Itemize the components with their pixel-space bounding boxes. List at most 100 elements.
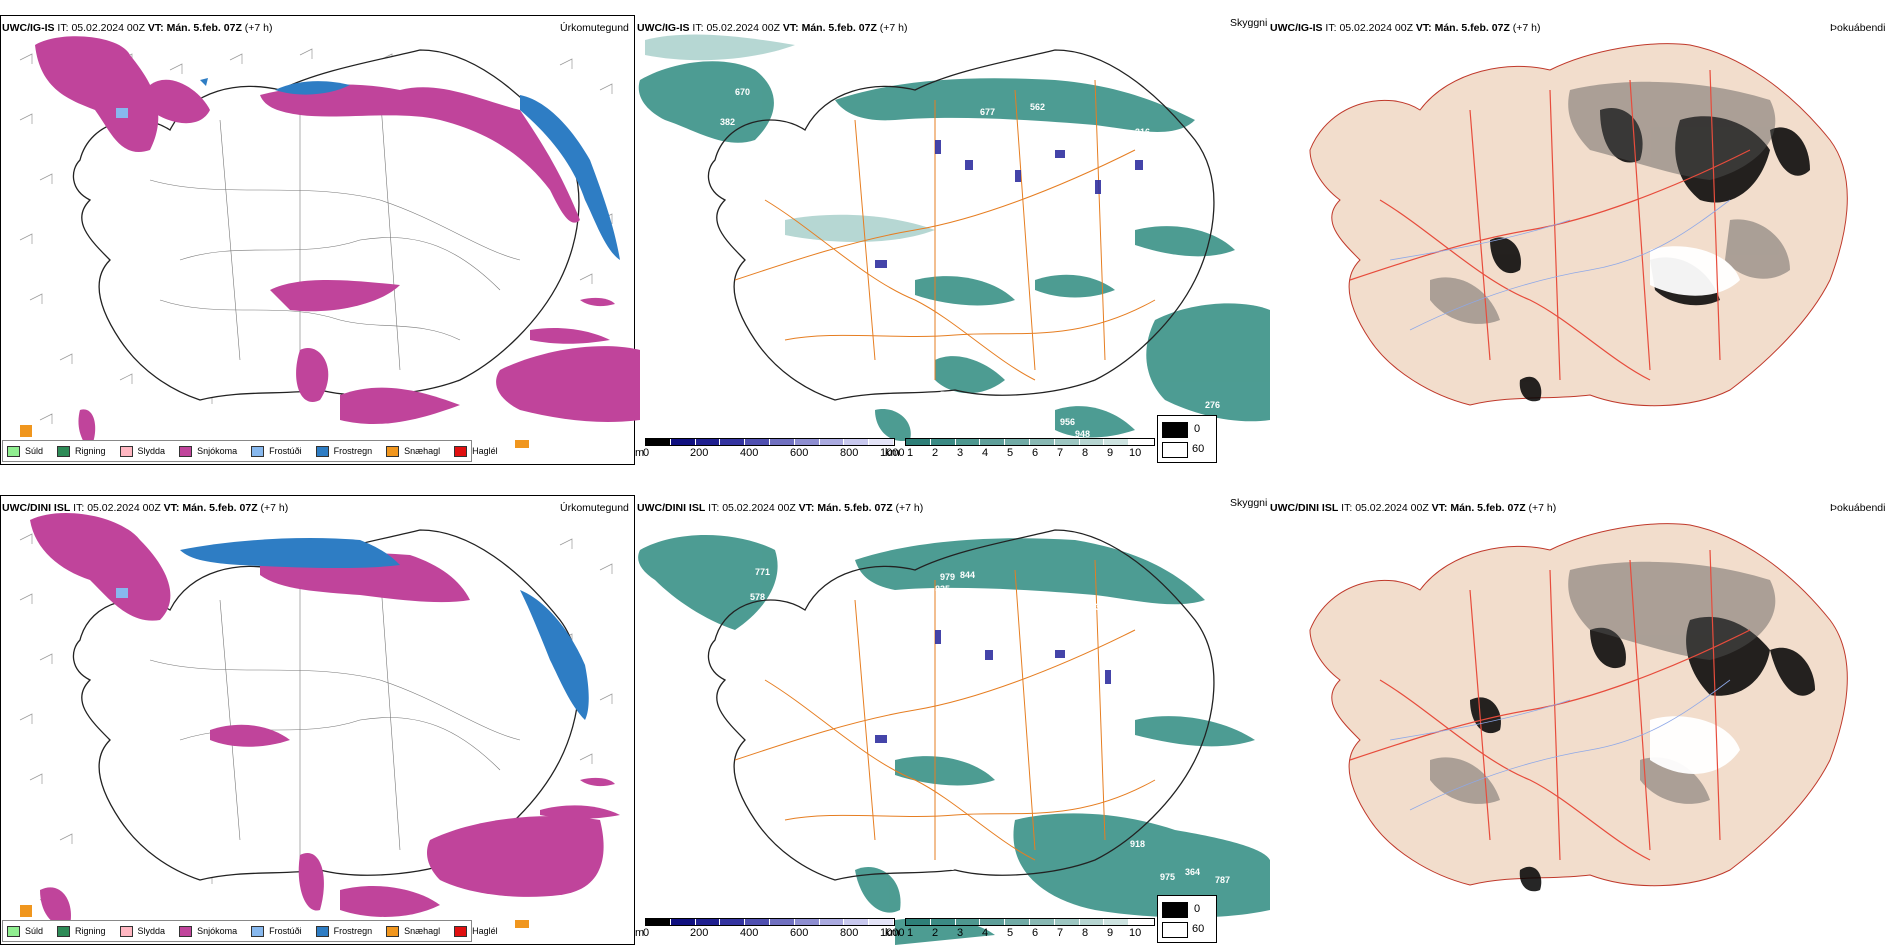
svg-text:835: 835 (935, 584, 950, 594)
svg-text:687: 687 (1030, 120, 1045, 130)
svg-text:207: 207 (1052, 130, 1067, 140)
vis-colorbar-tick: 2 (932, 927, 939, 939)
visibility-colorbar (905, 918, 1155, 926)
svg-text:02: 02 (995, 170, 1005, 180)
legend-item-haglel: Haglél (454, 445, 498, 457)
cloud-map-row1: UWC/IG-IS IT: 05.02.2024 00Z VT: Mán. 5.… (635, 0, 1270, 470)
svg-text:877: 877 (1035, 412, 1050, 422)
vis-colorbar-tick: 2 (932, 447, 939, 459)
svg-text:606: 606 (740, 147, 755, 157)
panel-title-row1-fog: UWC/IG-IS IT: 05.02.2024 00Z VT: Mán. 5.… (1270, 22, 1541, 34)
vis-colorbar-tick: 6 (1032, 447, 1039, 459)
svg-text:366: 366 (965, 137, 980, 147)
svg-text:677: 677 (980, 107, 995, 117)
svg-text:527: 527 (995, 120, 1010, 130)
cloud-colorbar-tick: 600 (790, 447, 809, 459)
legend-item-rigning: Rigning (57, 445, 106, 457)
vis-colorbar-tick: 8 (1082, 927, 1089, 939)
cloud-map-graphic: 670 382 606 562 677 527 687 207 408 324 … (638, 34, 1270, 441)
vis-colorbar-tick: 5 (1007, 447, 1014, 459)
cloud-colorbar-unit: m (635, 927, 645, 939)
vis-colorbar-tick: 9 (1107, 447, 1114, 459)
fog-title: Þokuábendi (1830, 22, 1886, 34)
fog-title: Þokuábendi (1830, 502, 1886, 514)
svg-text:316: 316 (1135, 127, 1150, 137)
vis-colorbar-tick: 6 (1032, 927, 1039, 939)
fog-legend-label-high: 0 (1194, 903, 1201, 915)
svg-text:356: 356 (1035, 144, 1050, 154)
svg-text:207: 207 (1130, 632, 1145, 642)
cloud-map-row2: UWC/DINI ISL IT: 05.02.2024 00Z VT: Mán.… (635, 480, 1270, 950)
svg-text:363: 363 (1125, 602, 1140, 612)
cloud-base-colorbar (645, 918, 895, 926)
svg-text:316: 316 (965, 642, 980, 652)
svg-text:324: 324 (1105, 130, 1120, 140)
vis-colorbar-tick: 1 (907, 927, 914, 939)
precip-map-row2: UWC/DINI ISL IT: 05.02.2024 00Z VT: Mán.… (0, 480, 640, 950)
cloud-colorbar-tick: 0 (643, 447, 650, 459)
fog-legend-label-high: 0 (1194, 423, 1201, 435)
skyggni-title: Skyggni (1230, 17, 1268, 29)
legend-item-snaehagl: Snæhagl (386, 925, 440, 937)
svg-text:372: 372 (1095, 602, 1110, 612)
legend-item-frostudi: Frostúði (251, 925, 302, 937)
fog-map-graphic (1309, 43, 1848, 407)
svg-text:368: 368 (1155, 140, 1170, 150)
fog-legend-box: 0 60 (1157, 895, 1217, 943)
cloud-colorbar-tick: 200 (690, 447, 709, 459)
panel-title-row2-fog: UWC/DINI ISL IT: 05.02.2024 00Z VT: Mán.… (1270, 502, 1557, 514)
legend-item-slydda: Slydda (119, 445, 165, 457)
model-name: UWC/IG-IS (2, 22, 55, 34)
svg-text:670: 670 (735, 87, 750, 97)
fog-legend-label-low: 60 (1192, 443, 1205, 455)
panel-title-row2-precip: UWC/DINI ISL IT: 05.02.2024 00Z VT: Mán.… (2, 502, 289, 514)
svg-text:408: 408 (1080, 127, 1095, 137)
fog-legend-swatch-dark (1162, 902, 1188, 918)
legend-item-sudld: Súld (7, 445, 43, 457)
vis-colorbar-tick: 4 (982, 447, 989, 459)
visibility-colorbar (905, 438, 1155, 446)
cloud-colorbar-tick: 0 (643, 927, 650, 939)
svg-text:980: 980 (903, 900, 918, 910)
svg-text:956: 956 (1060, 417, 1075, 427)
panel-title-row1-cloud: UWC/IG-IS IT: 05.02.2024 00Z VT: Mán. 5.… (637, 22, 908, 34)
svg-text:918: 918 (1130, 839, 1145, 849)
cloud-colorbar-tick: 800 (840, 447, 859, 459)
vis-colorbar-tick: 3 (957, 927, 964, 939)
svg-text:67: 67 (950, 152, 960, 162)
cloud-colorbar-unit: m (635, 447, 645, 459)
cloud-colorbar-tick: 1000 (880, 927, 905, 939)
svg-text:844: 844 (960, 570, 975, 580)
cloud-base-colorbar (645, 438, 895, 446)
precip-map-row1: UWC/IG-IS IT: 05.02.2024 00Z VT: Mán. 5.… (0, 0, 640, 470)
vis-colorbar-tick: 9 (1107, 927, 1114, 939)
vis-colorbar-tick: 5 (1007, 927, 1014, 939)
fog-legend-label-low: 60 (1192, 923, 1205, 935)
svg-text:364: 364 (1185, 867, 1200, 877)
precip-map-graphic (19, 36, 640, 450)
svg-text:276: 276 (1205, 400, 1220, 410)
vis-colorbar-tick: 8 (1082, 447, 1089, 459)
cloud-base-labels: 771 578 979 844 835 553 111 372 363 380 … (750, 567, 1230, 920)
precip-type-title: Úrkomutegund (560, 22, 629, 34)
panel-title-row2-cloud: UWC/DINI ISL IT: 05.02.2024 00Z VT: Mán.… (637, 502, 924, 514)
precip-map-graphic (19, 512, 620, 928)
svg-text:562: 562 (1030, 102, 1045, 112)
legend-item-snaehagl: Snæhagl (386, 445, 440, 457)
skyggni-title: Skyggni (1230, 497, 1268, 509)
visibility-colorbar-unit: km (885, 447, 900, 459)
fog-legend-swatch-light (1162, 442, 1188, 458)
cloud-map-graphic: 771 578 979 844 835 553 111 372 363 3 8 0 … (638, 529, 1270, 945)
fog-map-row2: UWC/DINI ISL IT: 05.02.2024 00Z VT: Mán.… (1270, 480, 1900, 950)
legend-item-slydda: Slydda (119, 925, 165, 937)
svg-text:275: 275 (940, 862, 955, 872)
legend-item-frostudi: Frostúði (251, 445, 302, 457)
fog-legend-swatch-dark (1162, 422, 1188, 438)
svg-text:111: 111 (1047, 605, 1061, 615)
legend-item-haglel: Haglél (454, 925, 498, 937)
svg-text:948: 948 (1075, 429, 1090, 439)
vis-colorbar-tick: 3 (957, 447, 964, 459)
svg-text:979: 979 (940, 572, 955, 582)
svg-text:485: 485 (1175, 627, 1190, 637)
legend-item-frostregn: Frostregn (315, 445, 372, 457)
